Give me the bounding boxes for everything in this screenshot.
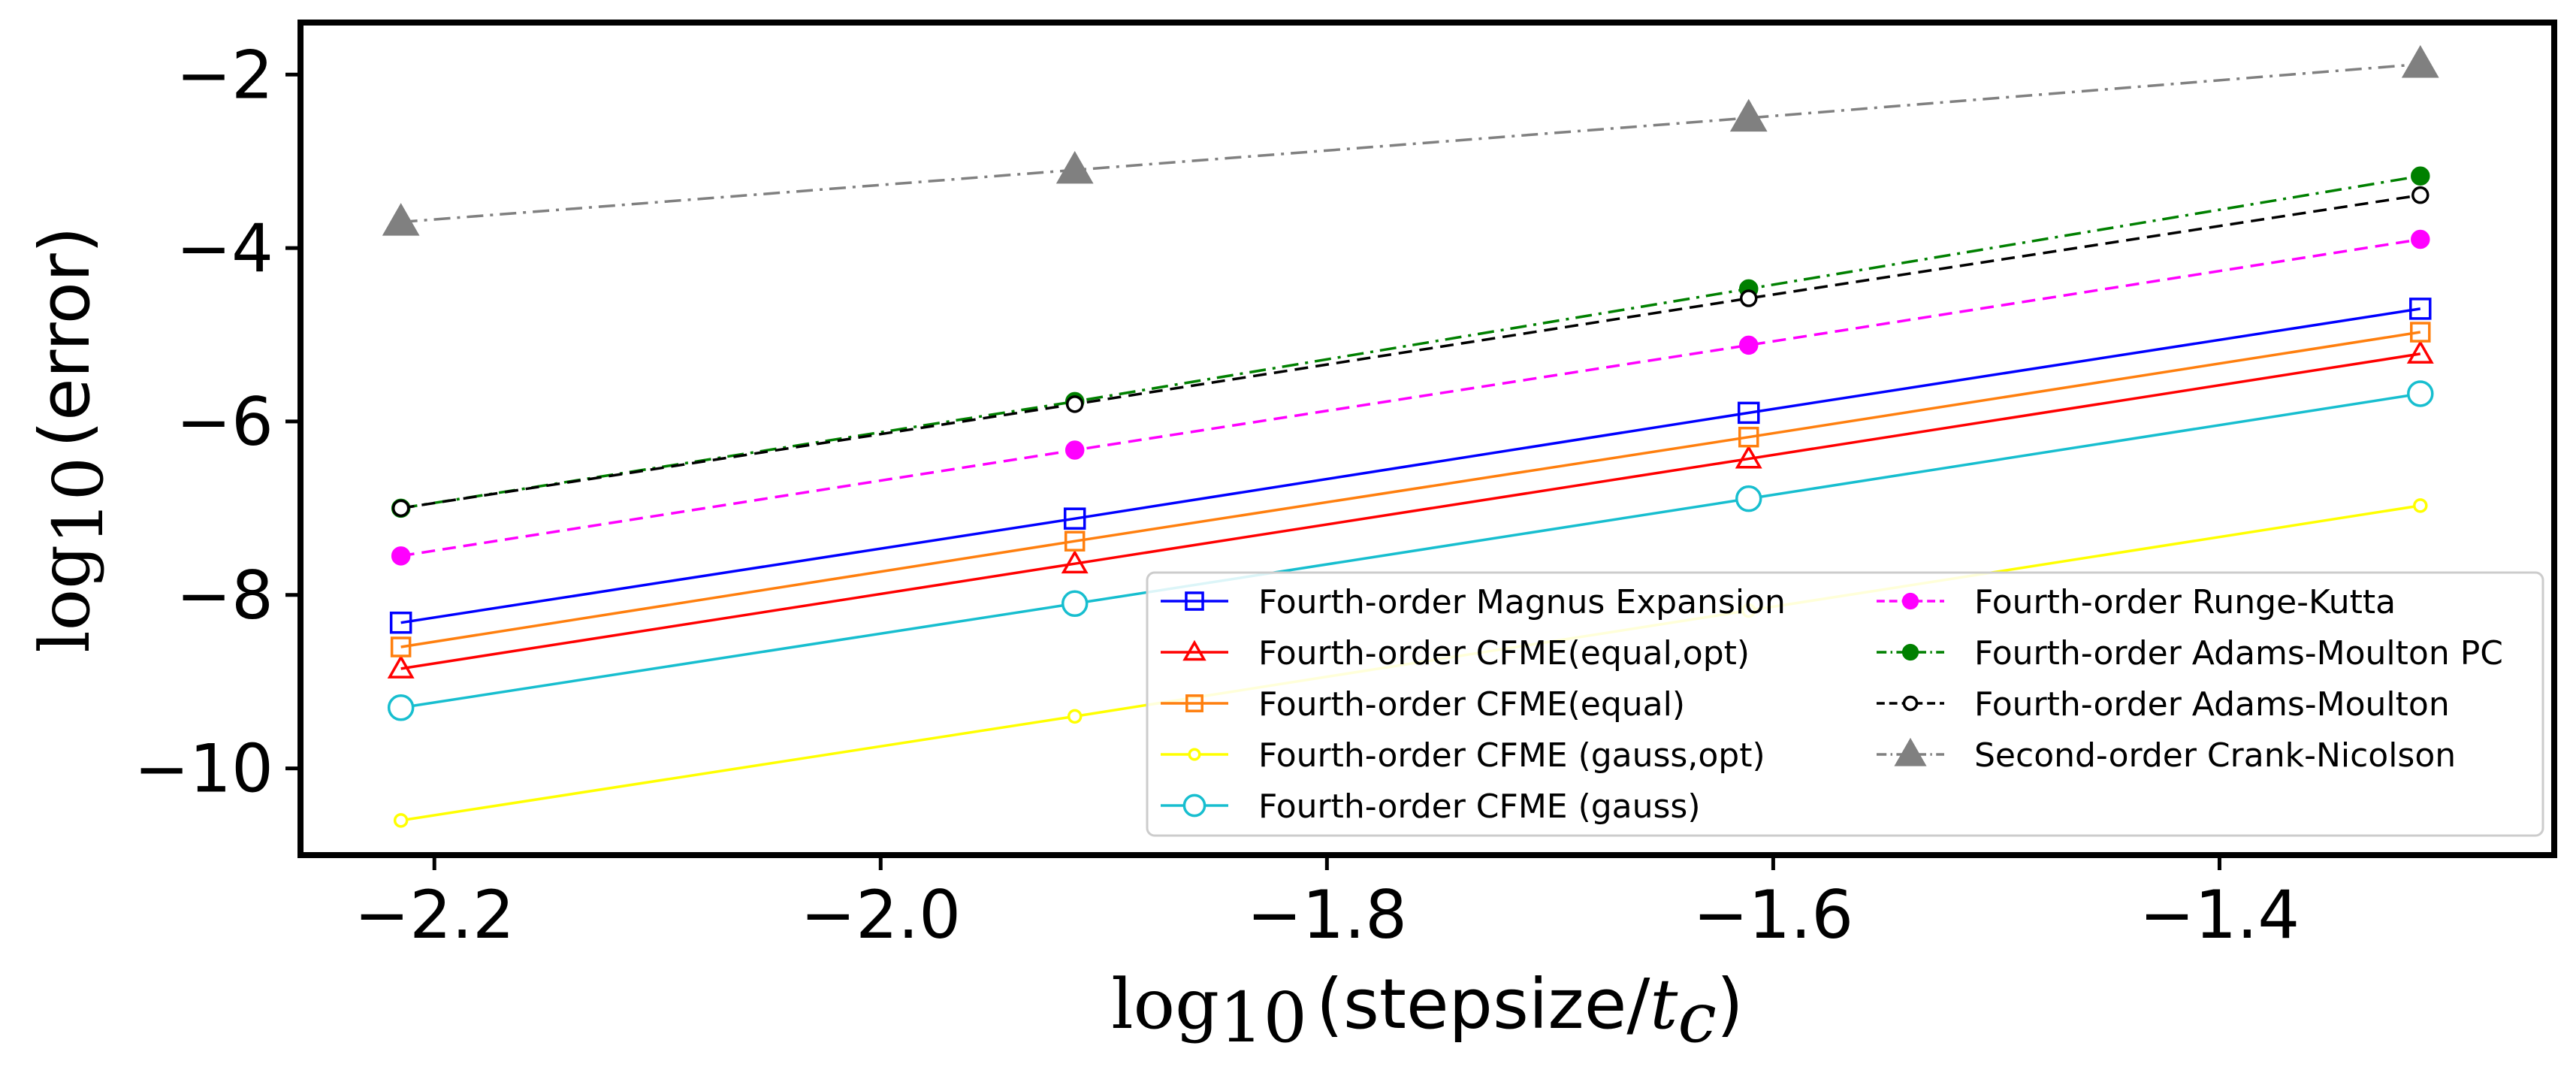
- data-point-fourth-order-runge-kutta: [391, 546, 411, 566]
- legend-marker-fourth-order-magnus-expansion: [1185, 591, 1204, 611]
- data-point-fourth-order-cfme-equal: [2410, 322, 2431, 343]
- data-point-fourth-order-adams-moulton-pc: [2411, 166, 2430, 186]
- y-tick-label: −8: [176, 557, 273, 634]
- legend-label: Fourth-order CFME(equal): [1258, 685, 1685, 724]
- data-point-fourth-order-cfme-equal-opt: [387, 654, 415, 679]
- legend-label: Fourth-order CFME (gauss): [1258, 787, 1701, 826]
- legend-marker-fourth-order-cfme-gauss: [1182, 793, 1206, 818]
- plot-frame: [297, 20, 2557, 858]
- data-point-fourth-order-runge-kutta: [1738, 335, 1759, 355]
- data-point-second-order-crank-nicolson: [382, 203, 420, 236]
- x-axis-label-sub: 10: [1219, 978, 1307, 1058]
- data-point-fourth-order-cfme-gauss: [1735, 485, 1762, 512]
- data-point-fourth-order-magnus-expansion: [389, 611, 412, 634]
- series-line-fourth-order-cfme-equal-opt: [400, 352, 2421, 670]
- data-point-fourth-order-cfme-equal-opt: [1735, 445, 1762, 469]
- data-point-second-order-crank-nicolson: [1055, 150, 1094, 184]
- data-point-fourth-order-cfme-equal: [1064, 530, 1086, 552]
- x-tick-label: −1.8: [1246, 876, 1407, 954]
- data-point-fourth-order-magnus-expansion: [1737, 401, 1760, 425]
- data-point-fourth-order-cfme-gauss-opt: [2413, 498, 2428, 513]
- legend-frame: [1146, 571, 2544, 837]
- data-point-fourth-order-cfme-gauss-opt: [1067, 709, 1083, 724]
- legend-label: Fourth-order Runge-Kutta: [1974, 583, 2396, 621]
- y-tick-label: −4: [176, 210, 273, 287]
- x-axis-label-varsub: c: [1678, 978, 1717, 1058]
- y-tick-label: −10: [134, 730, 273, 808]
- x-tick-label: −2.2: [354, 876, 515, 954]
- legend-marker-fourth-order-cfme-equal-opt: [1182, 639, 1206, 661]
- legend-marker-fourth-order-adams-moulton: [1902, 695, 1919, 712]
- y-axis: −10 −8 −6 −4 −2: [134, 36, 300, 808]
- x-axis-label-func: log: [1111, 964, 1219, 1044]
- legend-marker-fourth-order-adams-moulton-pc: [1901, 643, 1919, 661]
- y-axis-label: log10 (error): [25, 226, 119, 652]
- data-point-fourth-order-cfme-gauss-opt: [393, 813, 409, 828]
- series-line-fourth-order-adams-moulton-pc: [400, 174, 2421, 510]
- y-axis-label-text: (error): [25, 226, 105, 448]
- x-tick-label: −1.6: [1693, 876, 1854, 954]
- x-axis: −2.2 −2.0 −1.8 −1.6 −1.4: [354, 855, 2300, 954]
- data-point-fourth-order-cfme-equal-opt: [1061, 549, 1089, 574]
- legend: Fourth-order Magnus Expansion Fourth-orde…: [1146, 571, 2544, 837]
- legend-label: Second-order Crank-Nicolson: [1974, 736, 2456, 775]
- series-line-fourth-order-adams-moulton: [400, 193, 2421, 510]
- data-point-fourth-order-cfme-gauss: [1061, 590, 1089, 618]
- data-point-fourth-order-magnus-expansion: [2409, 298, 2432, 320]
- series-line-second-order-crank-nicolson: [400, 62, 2420, 224]
- data-point-second-order-crank-nicolson: [1729, 98, 1768, 132]
- legend-label: Fourth-order Adams-Moulton PC: [1974, 634, 2503, 673]
- legend-label: Fourth-order Adams-Moulton: [1974, 685, 2450, 724]
- y-tick-label: −6: [176, 383, 273, 461]
- x-axis-label-close: ): [1717, 964, 1744, 1044]
- data-point-second-order-crank-nicolson: [2401, 45, 2439, 78]
- x-tick-label: −2.0: [800, 876, 961, 954]
- data-point-fourth-order-adams-moulton: [391, 499, 410, 518]
- series-line-fourth-order-runge-kutta: [400, 237, 2421, 558]
- data-point-fourth-order-cfme-equal: [1738, 426, 1759, 448]
- data-point-fourth-order-adams-moulton: [1065, 395, 1084, 413]
- x-axis-label-var: t: [1650, 964, 1678, 1044]
- series-line-fourth-order-cfme-equal: [400, 331, 2421, 648]
- y-tick-label: −2: [176, 36, 273, 113]
- y-axis-label-func: log: [25, 545, 105, 653]
- data-point-fourth-order-cfme-equal-opt: [2406, 340, 2434, 364]
- data-point-fourth-order-runge-kutta: [2411, 229, 2430, 249]
- data-point-fourth-order-adams-moulton: [2411, 186, 2430, 204]
- series-line-fourth-order-magnus-expansion: [400, 307, 2421, 624]
- data-point-fourth-order-cfme-equal: [390, 636, 412, 657]
- data-point-fourth-order-cfme-gauss: [2407, 380, 2434, 407]
- x-tick-label: −1.4: [2140, 876, 2300, 954]
- legend-marker-fourth-order-cfme-equal: [1185, 694, 1203, 712]
- data-point-fourth-order-runge-kutta: [1065, 440, 1085, 460]
- legend-marker-fourth-order-cfme-gauss-opt: [1188, 748, 1201, 761]
- legend-label: Fourth-order Magnus Expansion: [1258, 583, 1786, 621]
- x-axis-label: log10 (stepsize/tc): [1111, 964, 1744, 1058]
- y-axis-label-sub: 10: [38, 457, 119, 545]
- legend-label: Fourth-order CFME(equal,opt): [1258, 634, 1750, 673]
- legend-marker-second-order-crank-nicolson: [1894, 737, 1927, 766]
- data-point-fourth-order-magnus-expansion: [1063, 507, 1086, 530]
- data-point-fourth-order-adams-moulton: [1739, 289, 1758, 307]
- series-line-fourth-order-cfme-gauss: [400, 392, 2421, 709]
- legend-marker-fourth-order-runge-kutta: [1901, 592, 1919, 610]
- data-point-fourth-order-cfme-gauss: [387, 694, 415, 721]
- x-axis-label-text: (stepsize/: [1316, 964, 1650, 1044]
- legend-label: Fourth-order CFME (gauss,opt): [1258, 736, 1765, 775]
